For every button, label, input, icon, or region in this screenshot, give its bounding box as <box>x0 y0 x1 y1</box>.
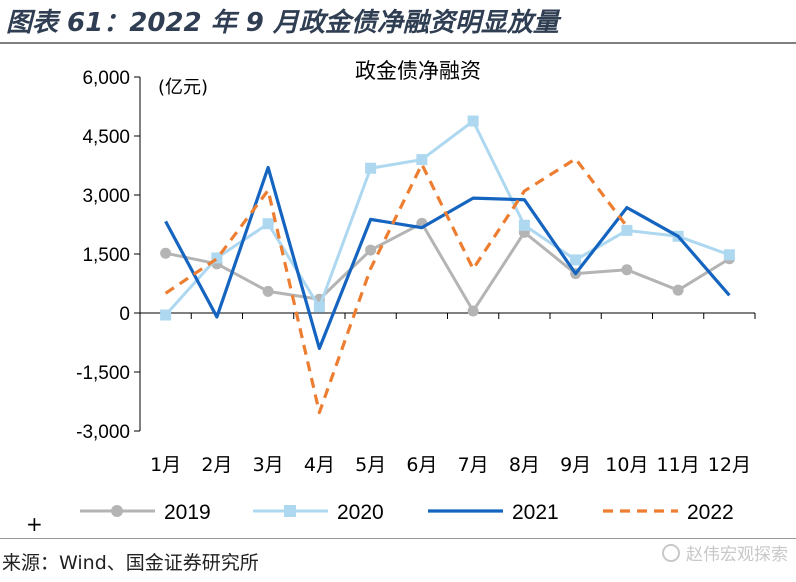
x-tick-label: 9月 <box>560 454 591 476</box>
series-2022 <box>164 157 629 415</box>
x-tick-label: 3月 <box>253 454 284 476</box>
legend-label-2020: 2020 <box>337 501 384 524</box>
series-line-2019 <box>165 221 731 313</box>
data-point <box>211 252 223 264</box>
data-point <box>416 154 428 166</box>
legend-marker-2020 <box>284 505 296 517</box>
legend-label-2021: 2021 <box>512 501 559 524</box>
data-point <box>365 244 377 256</box>
title-divider <box>0 42 796 44</box>
data-point <box>723 249 735 261</box>
x-tick-label: 5月 <box>355 454 386 476</box>
y-axis-unit-label: (亿元) <box>158 77 208 98</box>
line-chart: 政金债净融资 (亿元) 6,000 4,500 3,000 1,500 0 -1,500 -3,… <box>26 59 756 536</box>
figure-title: 图表 61：2022 年 9 月政金债净融资明显放量 <box>6 8 559 38</box>
data-point <box>467 305 479 317</box>
x-tick-label: 6月 <box>406 454 437 476</box>
data-point <box>570 254 582 266</box>
data-point <box>621 224 633 236</box>
source-note: 来源：Wind、国金证券研究所 <box>2 552 259 574</box>
data-point <box>262 218 274 230</box>
watermark-text: 赵伟宏观探索 <box>686 545 788 565</box>
watermark: 赵伟宏观探索 <box>662 540 788 565</box>
chart-title: 政金债净融资 <box>355 59 481 83</box>
y-tick-label: 6,000 <box>82 68 130 89</box>
y-tick-label: -1,500 <box>76 363 130 384</box>
x-tick-label: 12月 <box>708 454 751 476</box>
y-tick-label: 1,500 <box>82 245 130 266</box>
series-2021 <box>164 165 731 350</box>
y-tick-label: 3,000 <box>82 186 130 207</box>
legend-marker-2019 <box>111 505 123 517</box>
x-tick-label: 8月 <box>509 454 540 476</box>
x-tick-label: 4月 <box>304 454 335 476</box>
x-tick-label: 10月 <box>605 454 648 476</box>
data-point <box>621 264 633 276</box>
data-point <box>313 301 325 313</box>
legend-label-2019: 2019 <box>164 501 211 524</box>
y-tick-label: 0 <box>119 304 130 325</box>
data-point <box>672 284 684 296</box>
data-point <box>160 309 172 321</box>
y-tick-label: 4,500 <box>82 127 130 148</box>
x-tick-label: 11月 <box>657 454 700 476</box>
data-point <box>262 285 274 297</box>
y-tick-label: -3,000 <box>76 422 130 443</box>
data-point <box>160 247 172 259</box>
data-point <box>467 115 479 127</box>
x-tick-label: 2月 <box>201 454 232 476</box>
legend-label-2022: 2022 <box>687 501 734 524</box>
plus-marker: + <box>26 512 43 536</box>
x-tick-label: 7月 <box>458 454 489 476</box>
series-line-2022 <box>164 157 629 415</box>
wechat-icon <box>662 543 680 562</box>
series-line-2020 <box>164 119 730 316</box>
footer-divider <box>0 538 796 539</box>
data-point <box>365 162 377 174</box>
series-line-2021 <box>164 165 731 350</box>
data-point <box>518 219 530 231</box>
series-2020 <box>160 115 735 321</box>
x-tick-label: 1月 <box>150 454 181 476</box>
